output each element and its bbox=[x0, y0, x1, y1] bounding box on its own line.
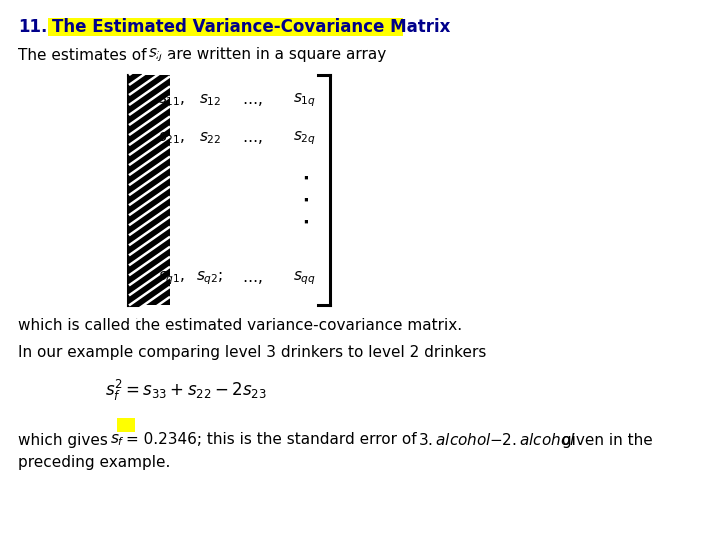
Text: = 0.2346; this is the standard error of: = 0.2346; this is the standard error of bbox=[126, 433, 421, 448]
Text: $s_{qq}$: $s_{qq}$ bbox=[294, 269, 317, 287]
Text: $\boldsymbol{\cdot}$: $\boldsymbol{\cdot}$ bbox=[302, 213, 308, 231]
Text: $s_{2q}$: $s_{2q}$ bbox=[294, 129, 317, 147]
Bar bbox=[48, 18, 403, 36]
Text: $\ldots,$: $\ldots,$ bbox=[242, 92, 262, 107]
Bar bbox=[129, 75, 170, 305]
Text: $s_{12}$: $s_{12}$ bbox=[199, 92, 221, 108]
Text: are written in a square array: are written in a square array bbox=[167, 48, 386, 63]
Text: $3.alcohol$: $3.alcohol$ bbox=[418, 432, 492, 448]
Text: $s_{22}$: $s_{22}$ bbox=[199, 130, 221, 146]
Text: In our example comparing level 3 drinkers to level 2 drinkers: In our example comparing level 3 drinker… bbox=[18, 345, 487, 360]
Text: $s_f^2 = s_{33} + s_{22} - 2s_{23}$: $s_f^2 = s_{33} + s_{22} - 2s_{23}$ bbox=[105, 377, 266, 402]
Text: 11.: 11. bbox=[18, 18, 48, 36]
Text: $s_f$: $s_f$ bbox=[110, 432, 125, 448]
Text: $\boldsymbol{\cdot}$: $\boldsymbol{\cdot}$ bbox=[302, 169, 308, 187]
Text: $\ldots,$: $\ldots,$ bbox=[242, 131, 262, 145]
Text: $s_{21},$: $s_{21},$ bbox=[158, 130, 186, 146]
Text: which is called the estimated variance-covariance matrix.: which is called the estimated variance-c… bbox=[18, 318, 462, 333]
Text: $s_{1q}$: $s_{1q}$ bbox=[294, 91, 317, 109]
Bar bbox=[117, 418, 135, 432]
Text: The estimates of: The estimates of bbox=[18, 48, 151, 63]
Text: preceding example.: preceding example. bbox=[18, 455, 171, 469]
Text: $s_{ij}$: $s_{ij}$ bbox=[148, 46, 164, 64]
Text: $s_{q1},$: $s_{q1},$ bbox=[158, 269, 186, 287]
Text: $s_{q2};$: $s_{q2};$ bbox=[197, 269, 224, 287]
Text: $-2.alcohol$: $-2.alcohol$ bbox=[489, 432, 576, 448]
Text: $\ldots,$: $\ldots,$ bbox=[242, 271, 262, 286]
Text: $\boldsymbol{\cdot}$: $\boldsymbol{\cdot}$ bbox=[302, 191, 308, 209]
Text: $s_{11},$: $s_{11},$ bbox=[158, 92, 186, 108]
Text: given in the: given in the bbox=[557, 433, 653, 448]
Text: which gives: which gives bbox=[18, 433, 113, 448]
Text: The Estimated Variance-Covariance Matrix: The Estimated Variance-Covariance Matrix bbox=[52, 18, 451, 36]
